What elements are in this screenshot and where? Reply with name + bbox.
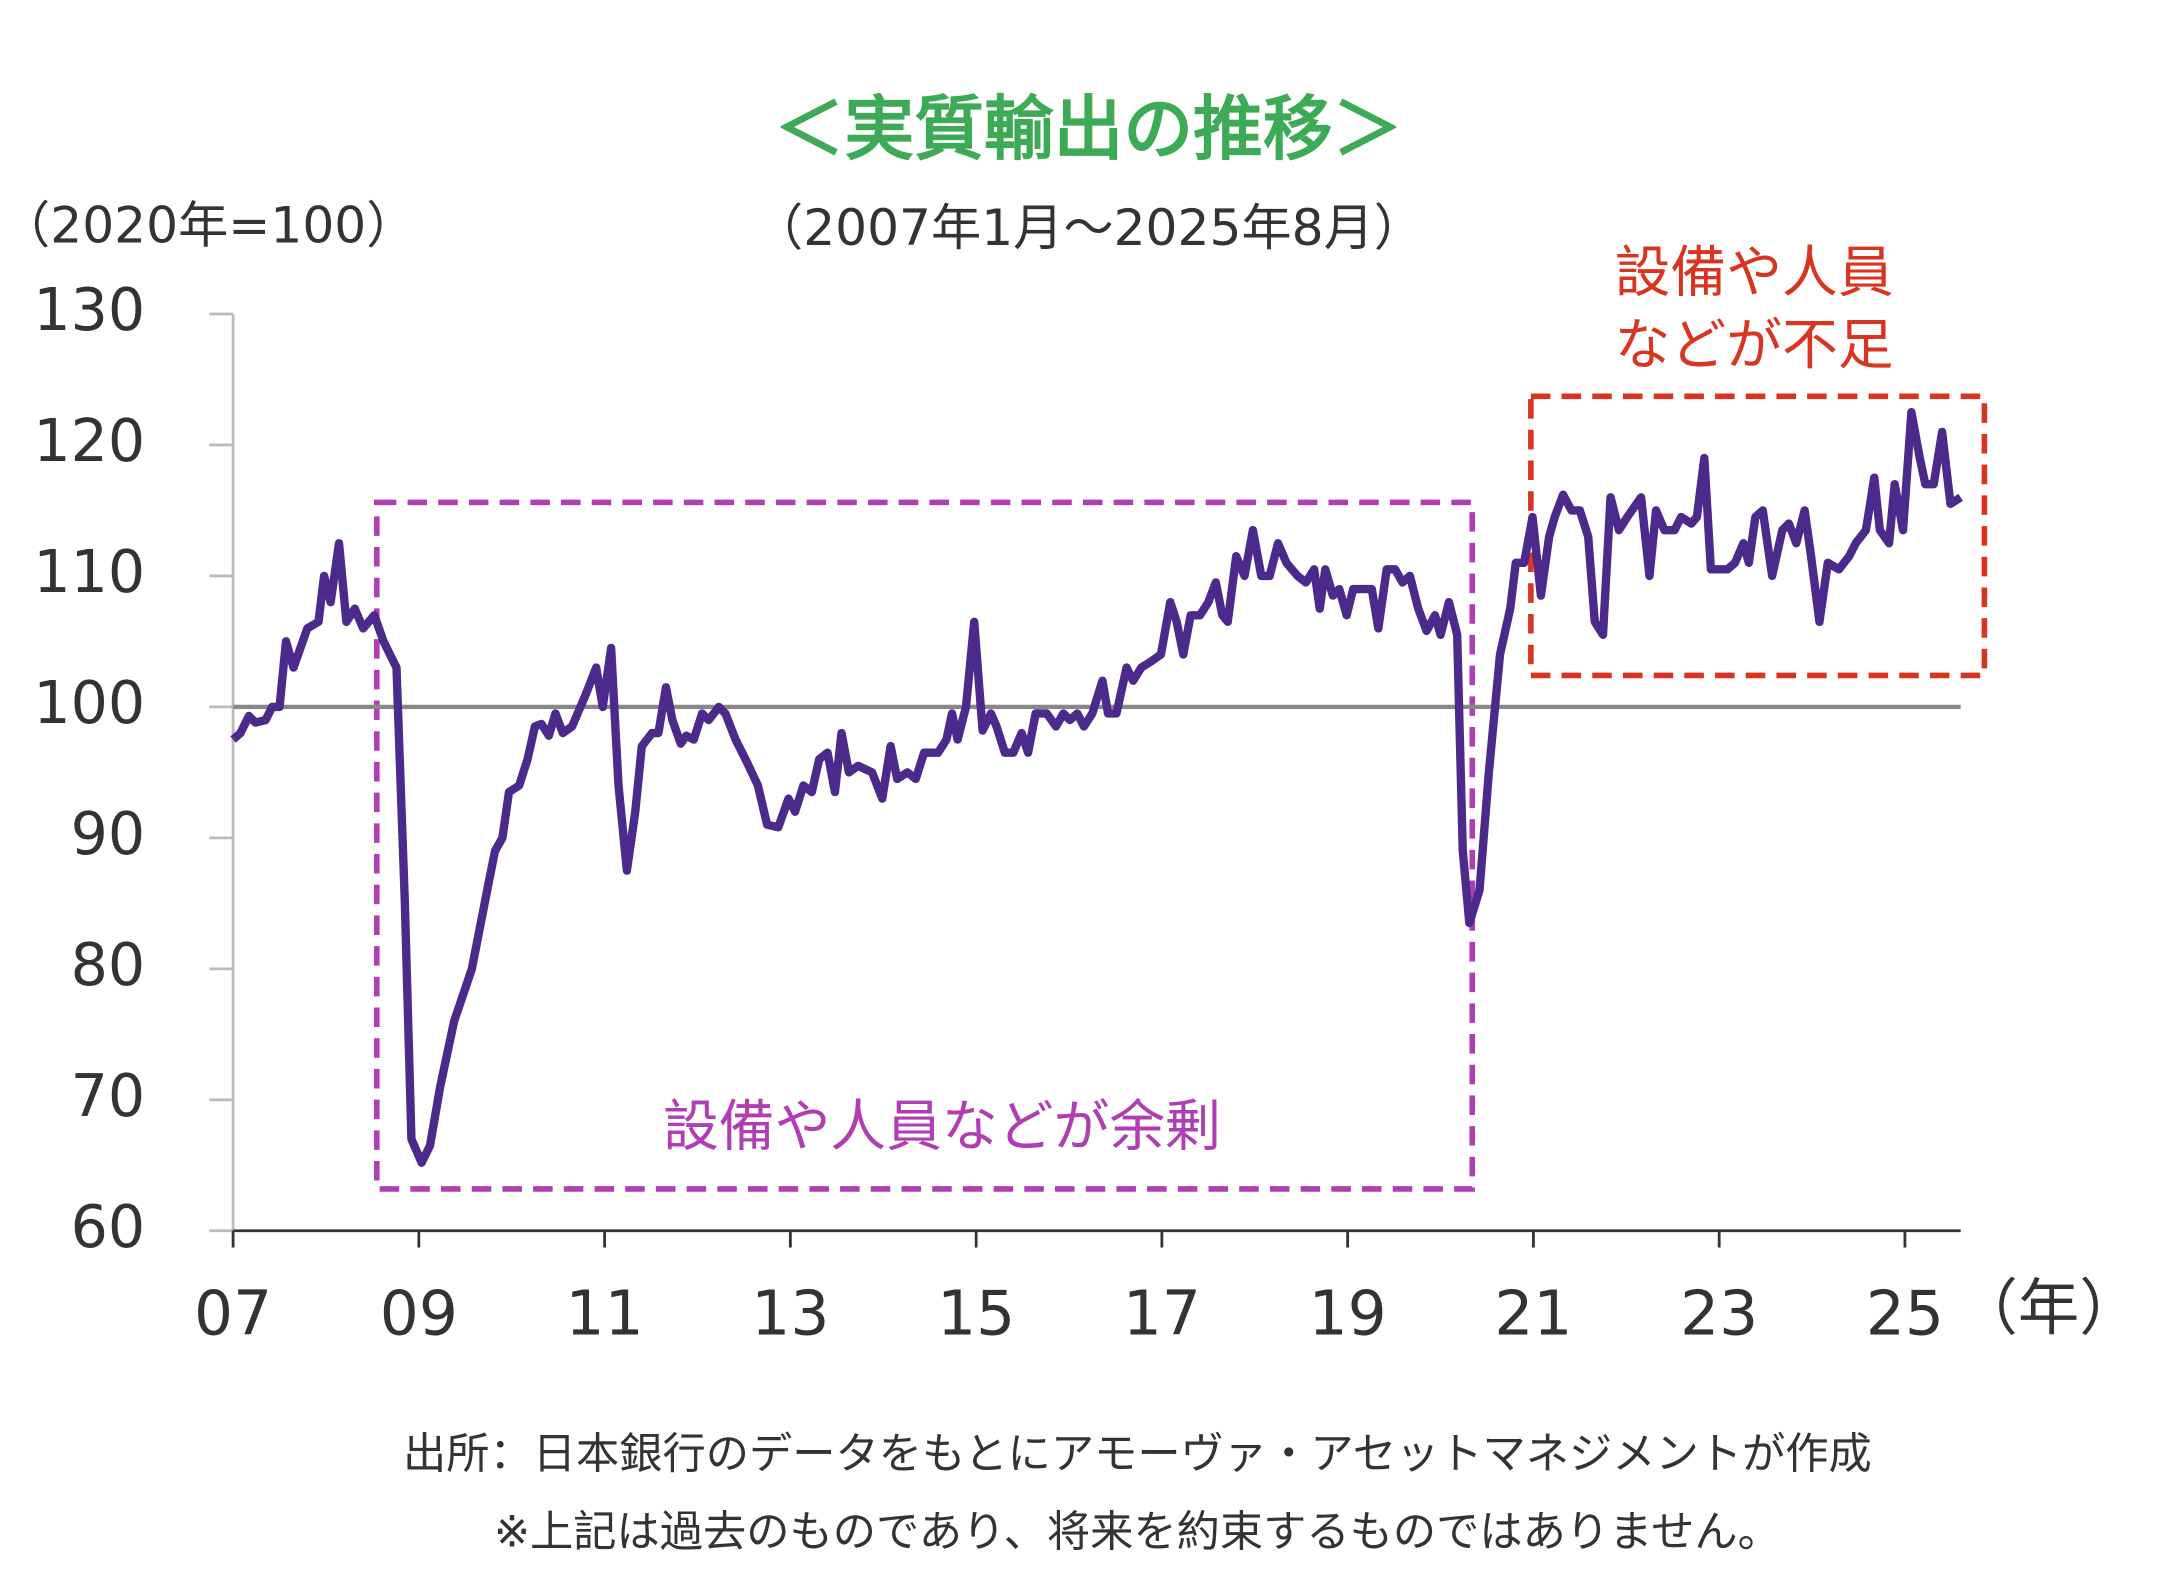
x-tick-label: 23 (1680, 1278, 1758, 1349)
y-tick-label: 120 (33, 407, 145, 475)
x-tick-label: 17 (1123, 1278, 1201, 1349)
data-line (230, 408, 1963, 1167)
x-tick-label: 07 (194, 1278, 272, 1349)
x-tick-label: 19 (1309, 1278, 1387, 1349)
y-tick-label: 100 (33, 669, 145, 737)
y-tick-label: 90 (71, 800, 146, 868)
y-axis-label: （2020年=100） (0, 195, 416, 254)
surplus-annotation: 設備や人員などが余剰 (663, 1094, 1221, 1159)
x-tick-label: 15 (937, 1278, 1015, 1349)
chart-title: ＜実質輸出の推移＞ (775, 89, 1403, 170)
x-axis-label: （年） (1956, 1273, 2140, 1344)
x-tick-label: 11 (566, 1278, 644, 1349)
source-note: 出所：日本銀行のデータをもとにアモーヴァ・アセットマネジメントが作成 (403, 1429, 1872, 1479)
y-tick-label: 60 (71, 1193, 146, 1261)
y-tick-label: 130 (33, 276, 145, 344)
y-tick-label: 70 (71, 1062, 146, 1130)
shortage-annotation: 設備や人員などが不足 (1615, 240, 1894, 378)
x-tick-label: 13 (751, 1278, 829, 1349)
y-tick-label: 80 (71, 931, 146, 999)
disclaimer-note: ※上記は過去のものであり、将来を約束するものではありません。 (494, 1507, 1781, 1557)
x-tick-label: 09 (380, 1278, 458, 1349)
chart-subtitle: （2007年1月～2025年8月） (753, 198, 1424, 257)
surplus-box (374, 499, 1476, 1192)
y-tick-label: 110 (33, 538, 145, 606)
x-tick-label: 21 (1494, 1278, 1572, 1349)
x-tick-label: 25 (1866, 1278, 1944, 1349)
